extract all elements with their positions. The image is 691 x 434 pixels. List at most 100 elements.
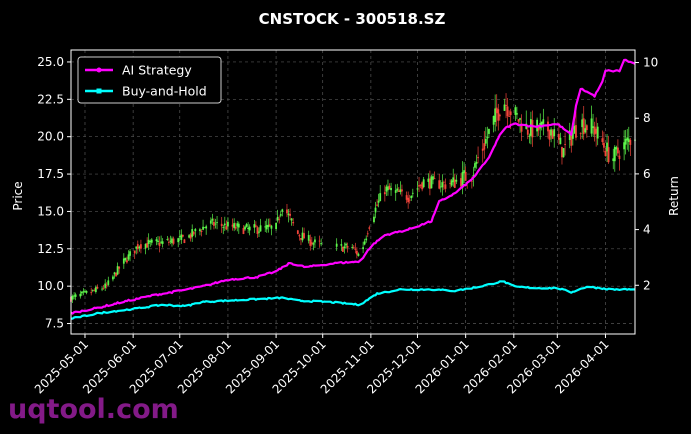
candle-body: [613, 146, 616, 162]
candle-body: [481, 148, 484, 151]
candle-body: [172, 238, 175, 244]
candle-body: [388, 185, 391, 190]
candle-body: [536, 119, 539, 132]
candle-body: [520, 124, 523, 132]
candle-body: [242, 227, 245, 234]
candle-body: [278, 218, 281, 220]
y-right-tick-label: 4: [643, 223, 651, 237]
y-tick-label: 10.0: [37, 279, 64, 293]
candle-body: [214, 223, 217, 225]
candle-body: [275, 222, 277, 230]
candle-body: [105, 284, 108, 286]
candle-body: [199, 229, 201, 232]
candle-body: [225, 226, 228, 230]
candle-body: [237, 223, 240, 228]
candle-body: [581, 119, 584, 128]
candle-body: [509, 111, 512, 116]
candle-body: [508, 116, 511, 117]
candle-body: [281, 209, 284, 212]
candle-body: [167, 241, 170, 243]
candle-body: [192, 231, 195, 235]
y-tick-label: 7.5: [45, 317, 64, 331]
candle-body: [342, 246, 344, 252]
y-tick-label: 15.0: [37, 204, 64, 218]
candle-body: [387, 186, 389, 191]
candle-body: [623, 142, 626, 150]
candle-body: [234, 226, 237, 229]
candle-body: [96, 287, 99, 289]
candle-body: [91, 289, 94, 291]
candle-body: [453, 179, 456, 188]
candle-body: [495, 107, 498, 114]
y-right-tick-label: 10: [643, 56, 658, 70]
candle-body: [421, 182, 424, 190]
candle-body: [562, 148, 565, 158]
candle-body: [194, 229, 197, 232]
candle-body: [155, 239, 158, 242]
candle-body: [564, 144, 566, 145]
candle-body: [292, 222, 295, 224]
candle-body: [158, 242, 161, 247]
candle-body: [314, 239, 316, 243]
candle-body: [202, 226, 204, 230]
candle-body: [90, 292, 93, 294]
candle-body: [376, 204, 378, 206]
candle-body: [296, 230, 299, 234]
candle-body: [157, 240, 159, 242]
candle-body: [517, 119, 520, 122]
candle-body: [418, 185, 420, 187]
y-tick-label: 20.0: [37, 130, 64, 144]
candle-body: [592, 126, 594, 129]
candle-body: [101, 288, 103, 290]
candle-body: [430, 176, 433, 189]
candle-body: [200, 230, 203, 232]
candle-body: [191, 229, 194, 237]
candle-body: [115, 272, 117, 277]
candle-body: [126, 260, 128, 263]
candle-body: [537, 126, 540, 131]
legend-marker-buy-and-hold: [96, 88, 102, 94]
candle-body: [189, 234, 192, 239]
candle-body: [160, 241, 163, 243]
candle-body: [144, 243, 147, 249]
candle-body: [519, 118, 521, 120]
candle-body: [464, 172, 467, 181]
candle-body: [385, 186, 388, 192]
candle-body: [366, 233, 369, 235]
y-tick-label: 17.5: [37, 167, 64, 181]
candle-body: [433, 178, 436, 180]
candle-body: [429, 178, 431, 189]
y-axis-label: Price: [11, 181, 25, 210]
candle-body: [307, 235, 310, 241]
candle-body: [410, 195, 413, 199]
candle-body: [596, 126, 599, 139]
candle-body: [213, 221, 215, 226]
candle-body: [177, 238, 180, 243]
candle-body: [422, 179, 425, 188]
candle-body: [506, 106, 509, 117]
candle-body: [419, 184, 422, 186]
candle-body: [559, 137, 562, 145]
candle-body: [461, 171, 464, 187]
candle-body: [268, 224, 271, 226]
candle-body: [379, 193, 382, 202]
candle-body: [438, 180, 441, 189]
legend-label-ai-strategy: AI Strategy: [122, 63, 192, 78]
candle-body: [93, 290, 96, 292]
candle-body: [258, 231, 260, 233]
candle-body: [531, 120, 534, 138]
candle-body: [497, 109, 500, 121]
candle-body: [463, 170, 465, 174]
candle-body: [265, 225, 268, 230]
candle-body: [270, 225, 273, 229]
candle-body: [441, 182, 444, 188]
candle-body: [612, 158, 615, 162]
candle-body: [575, 125, 577, 138]
candle-body: [401, 189, 403, 192]
legend-box: [77, 56, 222, 104]
candle-body: [290, 218, 293, 221]
candle-body: [267, 224, 270, 228]
candle-body: [340, 244, 343, 246]
candle-body: [450, 180, 453, 186]
candle-body: [112, 276, 114, 280]
